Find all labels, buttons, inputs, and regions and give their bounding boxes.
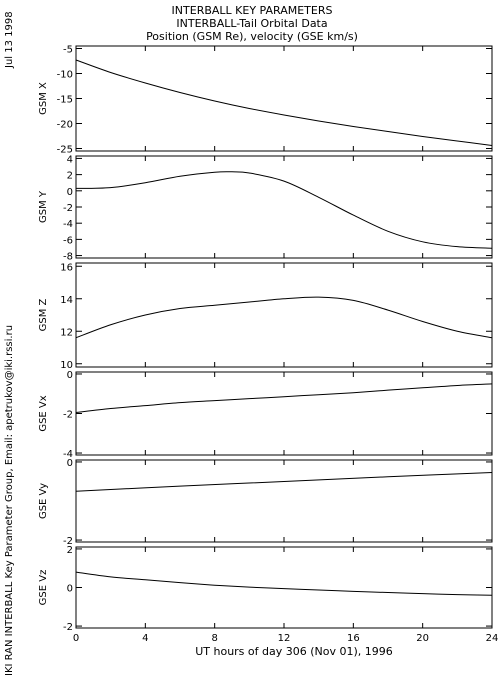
y-tick-label-gsm-y: -8 [63, 252, 73, 263]
y-tick-label-gse-vz: 2 [67, 545, 73, 556]
header-line-1: INTERBALL KEY PARAMETERS [171, 4, 333, 17]
header-line-2: INTERBALL-Tail Orbital Data [176, 17, 328, 30]
y-axis-label-gsm-z: GSM Z [38, 298, 49, 331]
y-tick-label-gse-vy: 0 [67, 458, 73, 469]
y-tick-label-gsm-x: -10 [57, 70, 73, 81]
y-tick-label-gsm-x: -20 [57, 120, 73, 131]
panel-frame-gse-vy [75, 459, 493, 543]
y-tick-label-gsm-x: -5 [63, 45, 73, 56]
series-line-gse-vz [75, 571, 493, 596]
y-tick-label-gsm-y: -6 [63, 235, 73, 246]
x-tick-label: 8 [211, 633, 217, 644]
y-axis-label-gse-vx: GSE Vx [38, 395, 49, 431]
series-line-gsm-y [75, 171, 493, 249]
panel-frame-gse-vx [75, 371, 493, 456]
y-tick-label-gsm-y: 4 [67, 154, 73, 165]
x-tick-label: 20 [416, 633, 429, 644]
series-line-gsm-z [75, 296, 493, 339]
y-tick-label-gse-vy: -2 [63, 536, 73, 547]
y-axis-label-gse-vz: GSE Vz [38, 570, 49, 606]
header-line-3: Position (GSM Re), velocity (GSE km/s) [146, 30, 358, 43]
x-tick-label: 12 [278, 633, 291, 644]
series-line-gse-vy [75, 472, 493, 492]
y-tick-label-gsm-x: -25 [57, 145, 73, 156]
y-tick-label-gsm-x: -15 [57, 95, 73, 106]
x-tick-label: 16 [347, 633, 360, 644]
x-tick-label: 0 [73, 633, 79, 644]
y-axis-label-gse-vy: GSE Vy [38, 483, 49, 519]
series-line-gse-vx [75, 383, 493, 414]
y-tick-label-gsm-z: 10 [60, 360, 73, 371]
panel-frame-gsm-z [75, 262, 493, 368]
y-tick-label-gsm-y: -4 [63, 219, 73, 230]
y-axis-label-gsm-y: GSM Y [38, 190, 49, 223]
y-tick-label-gsm-y: -2 [63, 203, 73, 214]
y-tick-label-gse-vz: -2 [63, 622, 73, 633]
x-tick-label: 4 [142, 633, 148, 644]
x-tick-label: 24 [486, 633, 499, 644]
y-tick-label-gse-vx: -2 [63, 410, 73, 421]
y-tick-label-gse-vx: -4 [63, 449, 73, 460]
y-tick-label-gsm-z: 14 [60, 295, 73, 306]
series-line-gsm-x [75, 59, 493, 146]
y-tick-label-gse-vx: 0 [67, 370, 73, 381]
y-tick-label-gsm-y: 0 [67, 187, 73, 198]
x-axis-label: UT hours of day 306 (Nov 01), 1996 [195, 645, 393, 658]
y-tick-label-gse-vz: 0 [67, 584, 73, 595]
y-tick-label-gsm-z: 16 [60, 262, 73, 273]
y-tick-label-gsm-y: 2 [67, 171, 73, 182]
panel-frame-gse-vz [75, 546, 493, 629]
y-tick-label-gsm-z: 12 [60, 327, 73, 338]
panel-frame-gsm-x [75, 45, 493, 152]
y-axis-label-gsm-x: GSM X [38, 82, 49, 115]
